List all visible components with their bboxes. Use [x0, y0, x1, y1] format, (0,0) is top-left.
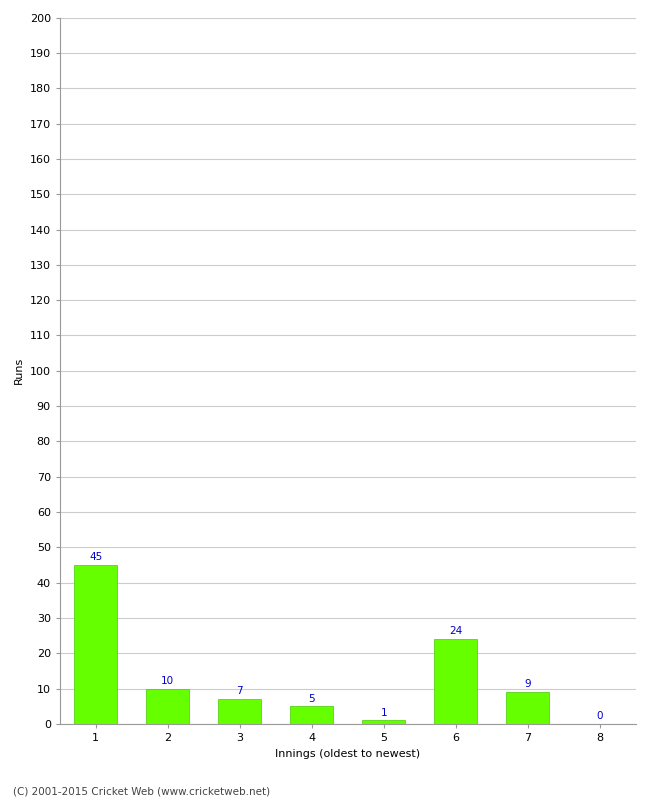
Bar — [290, 706, 333, 724]
Bar — [74, 565, 118, 724]
Bar — [362, 721, 406, 724]
Text: 10: 10 — [161, 676, 174, 686]
Bar — [218, 699, 261, 724]
Text: 1: 1 — [380, 708, 387, 718]
Text: 24: 24 — [449, 626, 462, 637]
Bar — [506, 692, 549, 724]
Y-axis label: Runs: Runs — [14, 357, 24, 385]
Text: 0: 0 — [597, 711, 603, 721]
X-axis label: Innings (oldest to newest): Innings (oldest to newest) — [275, 749, 421, 758]
Bar — [434, 639, 477, 724]
Text: 9: 9 — [525, 679, 531, 690]
Text: 7: 7 — [237, 686, 243, 697]
Text: (C) 2001-2015 Cricket Web (www.cricketweb.net): (C) 2001-2015 Cricket Web (www.cricketwe… — [13, 786, 270, 796]
Text: 45: 45 — [89, 552, 103, 562]
Text: 5: 5 — [309, 694, 315, 703]
Bar — [146, 689, 189, 724]
